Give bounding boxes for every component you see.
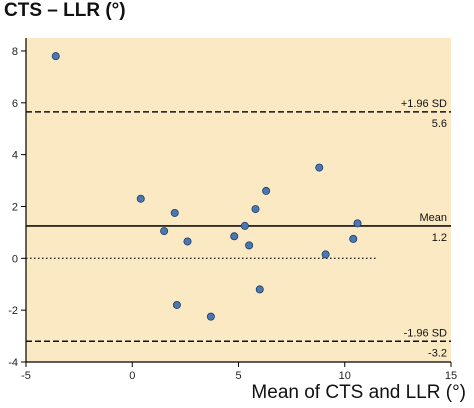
reference-line-name: Mean [419, 212, 447, 224]
data-point [240, 221, 249, 230]
data-point [183, 237, 192, 246]
reference-line-name: -1.96 SD [404, 327, 447, 339]
y-tick-label: 2 [12, 201, 18, 213]
axes: -4 -2 0 2 4 6 8 -5 0 5 10 15 [8, 38, 457, 382]
data-point [315, 163, 324, 172]
reference-lines: +1.96 SD 5.6 Mean 1.2 -1.96 SD -3.2 [26, 98, 451, 359]
data-point [262, 186, 271, 195]
data-point [136, 194, 145, 203]
data-point [230, 232, 239, 241]
y-tick-label: 4 [12, 150, 18, 162]
data-point [206, 312, 215, 321]
data-point [353, 219, 362, 228]
reference-line-value: 1.2 [432, 232, 447, 244]
data-point [51, 52, 60, 61]
plot-area [26, 38, 451, 362]
y-tick-label: 6 [12, 98, 18, 110]
data-point [172, 300, 181, 309]
y-tick-label: -4 [8, 357, 18, 369]
data-point [321, 250, 330, 259]
x-tick-label: 15 [445, 370, 457, 382]
reference-line-name: +1.96 SD [401, 98, 447, 110]
y-tick-label: 8 [12, 46, 18, 58]
data-point [170, 208, 179, 217]
x-tick-label: 5 [235, 370, 241, 382]
data-point [160, 227, 169, 236]
x-tick-label: 0 [129, 370, 135, 382]
y-tick-label: -2 [8, 305, 18, 317]
y-axis-label: CTS – LLR (°) [4, 0, 126, 21]
data-points [51, 52, 362, 321]
y-tick-label: 0 [12, 253, 18, 265]
data-point [255, 285, 264, 294]
x-tick-label: 10 [339, 370, 351, 382]
reference-line-value: -3.2 [428, 347, 447, 359]
x-tick-label: -5 [21, 370, 31, 382]
data-point [349, 234, 358, 243]
reference-line-value: 5.6 [432, 118, 447, 130]
data-point [251, 205, 260, 214]
data-point [245, 241, 254, 250]
x-axis-label: Mean of CTS and LLR (°) [251, 382, 466, 403]
